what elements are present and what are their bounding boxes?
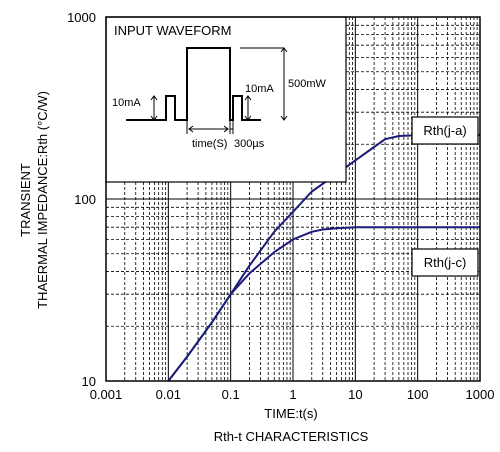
y-axis-label-line-1: TRANSIENT xyxy=(18,163,33,237)
x-tick-label: 100 xyxy=(407,387,429,402)
x-tick-label: 10 xyxy=(348,387,362,402)
x-tick-label: 0.1 xyxy=(222,387,240,402)
series-labels: Rth(j-a) Rth(j-c) xyxy=(412,117,478,276)
chart-title: Rth-t CHARACTERISTICS xyxy=(214,429,369,444)
inset-title: INPUT WAVEFORM xyxy=(114,23,231,38)
x-tick-label: 0.01 xyxy=(156,387,181,402)
gap-label: 300µs xyxy=(234,138,265,150)
x-axis-label: TIME:t(s) xyxy=(264,406,317,421)
pulse-height-label: 500mW xyxy=(288,78,327,90)
series-label-rth-j-c: Rth(j-c) xyxy=(424,255,467,270)
y-tick-label: 100 xyxy=(74,192,96,207)
y-tick-label: 1000 xyxy=(67,10,96,25)
x-tick-label: 1 xyxy=(289,387,296,402)
x-tick-label: 1000 xyxy=(466,387,495,402)
y-tick-label: 10 xyxy=(82,374,96,389)
pulse-right-label: 10mA xyxy=(245,83,274,95)
series-label-rth-j-a: Rth(j-a) xyxy=(423,123,466,138)
input-waveform-inset: INPUT WAVEFORM 10mA xyxy=(106,17,346,182)
x-tick-label: 0.001 xyxy=(90,387,123,402)
pulse-left-label: 10mA xyxy=(112,97,141,109)
time-label: time(S) xyxy=(192,138,227,150)
y-axis-label-line-2: THAERMAL IMPEDANCE:Rth (°C/W) xyxy=(35,91,50,309)
